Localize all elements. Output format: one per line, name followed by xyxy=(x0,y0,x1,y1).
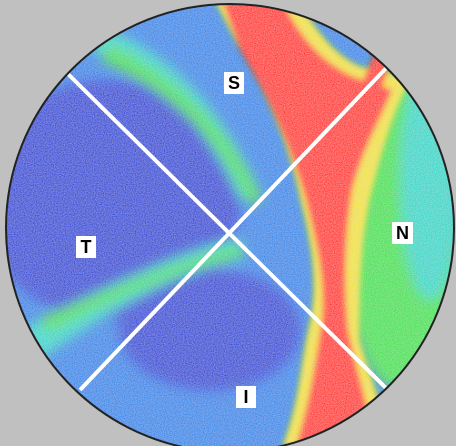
disc-outline xyxy=(5,3,455,446)
sector-divider-2 xyxy=(78,62,392,392)
sector-label-temporal: T xyxy=(76,236,96,258)
main-vessel xyxy=(222,4,392,446)
inferior-branch-vessel xyxy=(320,340,352,446)
inferior-arc-green xyxy=(40,246,244,332)
sector-label-nasal: N xyxy=(392,222,413,244)
superior-arc-green xyxy=(100,45,262,205)
sector-label-inferior: I xyxy=(236,386,256,408)
sector-label-superior: S xyxy=(224,72,245,94)
